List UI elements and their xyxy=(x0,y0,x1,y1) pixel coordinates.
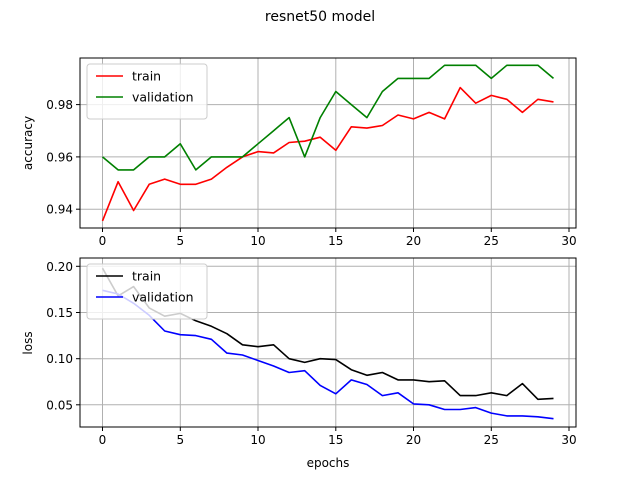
loss-x-tick-label: 5 xyxy=(176,433,184,447)
loss-y-tick-label: 0.05 xyxy=(46,398,73,412)
accuracy-x-tick-label: 20 xyxy=(406,234,421,248)
accuracy-x-tick-label: 25 xyxy=(484,234,499,248)
loss-legend-label-train: train xyxy=(132,269,161,284)
loss-x-axis-label: epochs xyxy=(307,456,350,470)
accuracy-legend-label-validation: validation xyxy=(132,90,194,105)
loss-subplot: 0 5 10 15 20 25 30 0.05 0.10 0.15 0.20 loss epoch… xyxy=(21,257,577,470)
figure-title: resnet50 model xyxy=(265,9,375,25)
accuracy-x-tick-label: 5 xyxy=(176,234,184,248)
loss-y-tick-label: 0.15 xyxy=(46,306,73,320)
loss-axes-frame xyxy=(79,257,577,428)
loss-legend: train validation xyxy=(86,263,208,320)
loss-x-tick-label: 20 xyxy=(406,433,421,447)
loss-y-ticks: 0.05 0.10 0.15 0.20 xyxy=(46,260,80,412)
loss-x-tick-label: 0 xyxy=(99,433,107,447)
accuracy-y-axis-label: accuracy xyxy=(21,116,35,170)
loss-x-tick-label: 30 xyxy=(561,433,576,447)
accuracy-legend: train validation xyxy=(86,63,208,120)
accuracy-y-tick-label: 0.94 xyxy=(46,203,73,217)
accuracy-series-train-line xyxy=(101,86,554,222)
accuracy-series-validation-line xyxy=(101,64,555,171)
loss-y-axis-label: loss xyxy=(21,331,35,354)
loss-x-tick-label: 25 xyxy=(484,433,499,447)
accuracy-x-tick-label: 10 xyxy=(250,234,265,248)
accuracy-y-tick-label: 0.96 xyxy=(46,150,73,164)
loss-series-validation-line xyxy=(102,289,554,420)
loss-x-tick-label: 10 xyxy=(250,433,265,447)
accuracy-subplot: 0 5 10 15 20 25 30 0.94 0.96 0.98 accuracy train… xyxy=(21,57,577,248)
loss-y-tick-label: 0.20 xyxy=(46,260,73,274)
accuracy-x-tick-label: 15 xyxy=(328,234,343,248)
accuracy-axes-frame xyxy=(79,57,577,229)
loss-legend-label-validation: validation xyxy=(132,290,194,305)
accuracy-y-tick-label: 0.98 xyxy=(46,98,73,112)
loss-x-tick-label: 15 xyxy=(328,433,343,447)
accuracy-x-tick-label: 0 xyxy=(99,234,107,248)
accuracy-y-ticks: 0.94 0.96 0.98 xyxy=(46,98,80,217)
loss-legend-box xyxy=(86,263,208,320)
accuracy-x-ticks: 0 5 10 15 20 25 30 xyxy=(99,228,577,248)
accuracy-legend-label-train: train xyxy=(132,69,161,84)
accuracy-x-tick-label: 30 xyxy=(561,234,576,248)
accuracy-legend-box xyxy=(86,63,208,120)
accuracy-series xyxy=(101,64,555,222)
loss-y-tick-label: 0.10 xyxy=(46,352,73,366)
loss-x-ticks: 0 5 10 15 20 25 30 xyxy=(99,427,577,447)
